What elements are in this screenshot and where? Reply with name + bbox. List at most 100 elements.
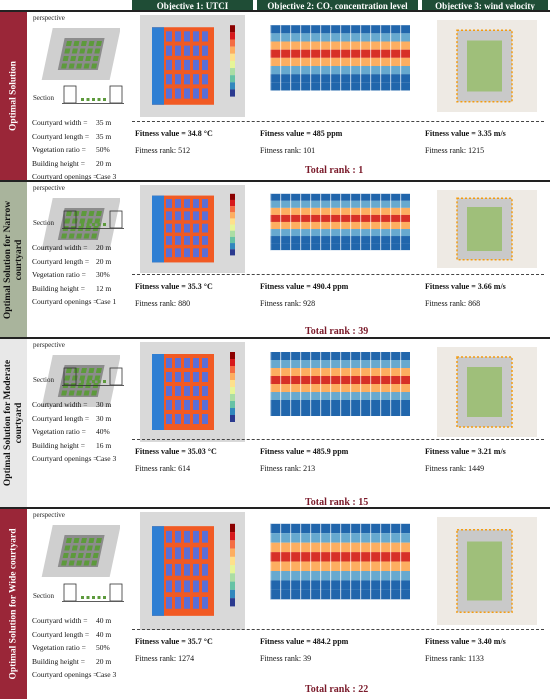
shape: [230, 25, 235, 33]
shape: [166, 59, 172, 71]
perspective-image: [41, 28, 120, 80]
shape: [230, 359, 235, 366]
param-value: 50%: [96, 643, 110, 652]
shape: [166, 414, 172, 424]
shape: [360, 193, 362, 251]
param-value: Case 3: [96, 454, 117, 463]
shape: [202, 580, 208, 593]
shape: [92, 553, 99, 558]
section-label: Section: [33, 592, 54, 600]
shape: [103, 98, 106, 101]
fitness-rank: Fitness rank: 1215: [425, 146, 484, 155]
shape: [184, 74, 190, 85]
shape: [94, 48, 101, 54]
shape: [79, 375, 86, 381]
fitness-value: Fitness value = 3.35 m/s: [425, 129, 506, 138]
rank-number: 39: [303, 654, 312, 663]
shape: [81, 596, 84, 599]
param-value: Case 1: [96, 297, 117, 306]
shape: [64, 48, 71, 54]
shape: [184, 31, 190, 42]
shape: [86, 545, 93, 551]
shape: [184, 236, 190, 245]
param-name: Building height =: [32, 283, 85, 293]
param-name: Building height =: [32, 656, 85, 666]
shape: [83, 233, 90, 239]
section-image: [62, 583, 124, 602]
total-rank: Total rank : 15: [305, 497, 369, 508]
shape: [64, 545, 71, 551]
fitness-rank: Fitness rank: 39: [260, 654, 311, 663]
total-rank: Total rank : 1: [305, 165, 364, 176]
shape: [97, 98, 101, 101]
shape: [95, 538, 102, 543]
fitness-number: 3.21 m/s: [477, 447, 506, 456]
rank-label: Fitness rank:: [135, 299, 177, 308]
param-value: Case 3: [96, 172, 117, 181]
shape: [184, 596, 190, 609]
section-label: Section: [33, 219, 54, 227]
param-value: 20 m: [96, 243, 112, 252]
shape: [175, 547, 181, 560]
shape: [350, 193, 352, 251]
rank-label: Fitness rank:: [260, 299, 302, 308]
shape: [193, 530, 199, 543]
shape: [467, 207, 502, 251]
shape: [202, 236, 208, 245]
shape: [95, 211, 102, 216]
shape: [166, 386, 172, 396]
shape: [166, 547, 172, 560]
shape: [280, 25, 282, 91]
param-name: Courtyard length =: [32, 256, 90, 266]
fitness-value: Fitness value = 485.9 ppm: [260, 447, 348, 456]
shape: [202, 223, 208, 233]
fitness-rank: Fitness rank: 880: [135, 299, 190, 308]
shape: [370, 523, 372, 600]
shape: [175, 386, 181, 396]
shape: [390, 193, 392, 251]
shape: [202, 400, 208, 410]
shape: [61, 560, 68, 566]
shape: [103, 223, 106, 226]
shape: [300, 523, 302, 600]
shape: [230, 415, 235, 422]
rank-number: 614: [178, 464, 191, 473]
shape: [80, 538, 87, 543]
rank-number: 213: [303, 464, 316, 473]
shape: [230, 46, 235, 54]
shape: [91, 233, 98, 239]
shape: [68, 63, 75, 69]
shape: [109, 583, 123, 602]
param-name: Vegetation ratio =: [32, 145, 86, 154]
shape: [166, 223, 172, 233]
shape: [456, 528, 513, 614]
utci-map: [140, 512, 245, 630]
param-name: Vegetation ratio =: [32, 427, 86, 436]
objective-header: Objective 2: CO₂ concentration level: [257, 0, 418, 12]
param-name: Courtyard openings =: [32, 172, 98, 181]
param-name: Courtyard width =: [32, 400, 88, 409]
param-value: 12 m: [96, 283, 112, 293]
shape: [76, 233, 83, 239]
shape: [467, 40, 502, 92]
shape: [370, 193, 372, 251]
shape: [184, 199, 190, 208]
shape: [310, 25, 312, 91]
param-name: Vegetation ratio =: [32, 270, 86, 279]
shape: [86, 98, 90, 101]
shape: [92, 223, 95, 226]
shape: [202, 358, 208, 368]
shape: [330, 352, 332, 416]
shape: [152, 27, 164, 105]
param-name: Courtyard length =: [32, 131, 90, 141]
shape: [360, 352, 362, 416]
co2-chart: [258, 342, 418, 442]
shape: [103, 380, 106, 383]
section-label: Optimal Solution for Narrow courtyard: [2, 200, 24, 319]
shape: [300, 193, 302, 251]
section-image: [62, 367, 124, 386]
shape: [270, 523, 272, 600]
shape: [71, 48, 78, 54]
shape: [152, 354, 164, 430]
shape: [166, 236, 172, 245]
